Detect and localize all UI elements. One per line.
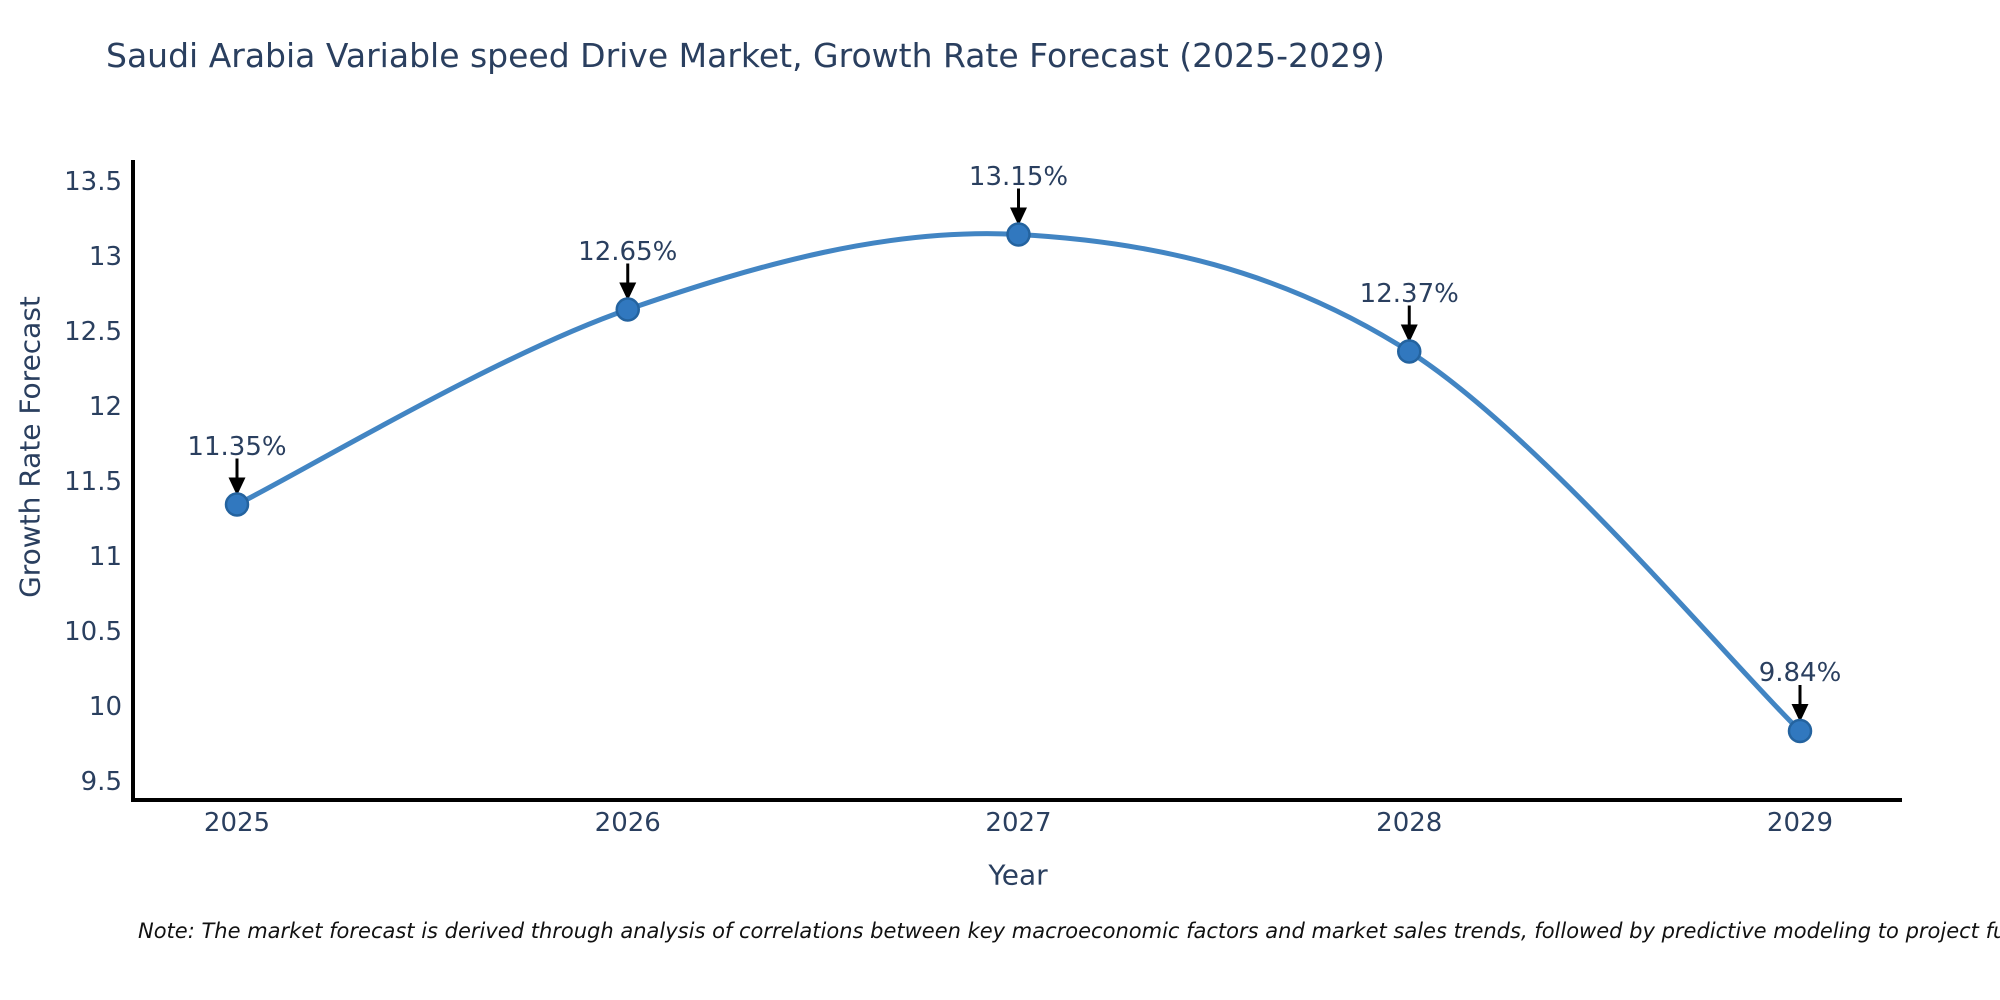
x-axis-title: Year — [988, 858, 1048, 892]
x-tick-label: 2026 — [594, 808, 661, 838]
data-point-marker — [615, 297, 640, 322]
x-tick-label: 2025 — [203, 808, 271, 838]
data-point-annotation: 11.35% — [187, 431, 287, 462]
y-tick-label: 12.5 — [64, 317, 122, 347]
chart-title: Saudi Arabia Variable speed Drive Market… — [106, 36, 1385, 75]
annotation-arrowhead — [1010, 207, 1027, 226]
x-tick-label: 2027 — [985, 808, 1052, 838]
data-point-marker — [224, 492, 250, 517]
y-tick-label: 9.5 — [80, 767, 122, 797]
annotation-arrowhead — [1400, 324, 1418, 343]
annotation-arrowhead — [619, 282, 637, 301]
annotation-arrowhead — [228, 477, 246, 496]
y-tick-label: 10 — [88, 692, 122, 722]
line-series — [234, 231, 1803, 734]
data-point-annotation: 13.15% — [968, 161, 1069, 192]
data-point-annotation: 12.37% — [1359, 278, 1459, 309]
data-point-marker — [1787, 718, 1813, 744]
axis-lines — [131, 160, 1902, 802]
footnote: Note: The market forecast is derived thr… — [138, 919, 2000, 943]
data-point-annotation: 12.65% — [578, 236, 678, 267]
annotation-arrowhead — [1791, 704, 1809, 722]
data-point-annotation: 9.84% — [1758, 658, 1842, 688]
data-point-marker — [1397, 339, 1422, 364]
y-tick-label: 11 — [88, 542, 122, 572]
y-tick-label: 11.5 — [64, 467, 122, 497]
x-tick-label: 2029 — [1766, 808, 1834, 838]
x-tick-label: 2028 — [1376, 808, 1443, 838]
data-point-marker — [1006, 222, 1031, 247]
y-tick-label: 10.5 — [64, 617, 122, 647]
y-tick-label: 13 — [88, 242, 122, 272]
y-tick-label: 13.5 — [64, 167, 122, 197]
y-tick-label: 12 — [88, 392, 122, 422]
